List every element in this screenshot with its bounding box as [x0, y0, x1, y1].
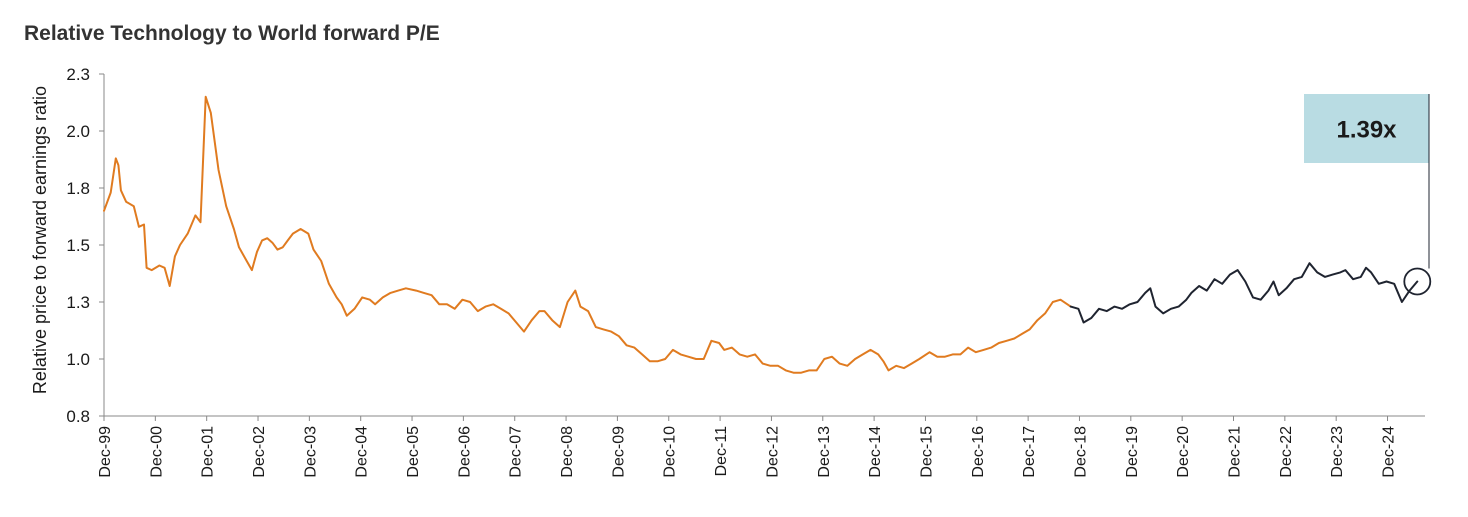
x-tick-label: Dec-00	[148, 426, 165, 478]
x-tick-label: Dec-08	[559, 426, 576, 478]
x-tick-label: Dec-03	[302, 426, 319, 478]
x-tick-label: Dec-07	[508, 426, 525, 478]
x-tick-label: Dec-17	[1021, 426, 1038, 478]
x-tick-label: Dec-15	[918, 426, 935, 478]
y-tick-label: 0.8	[66, 407, 90, 426]
series-line-2	[1069, 262, 1419, 324]
chart-title: Relative Technology to World forward P/E	[24, 22, 440, 45]
x-tick-label: Dec-04	[354, 426, 371, 478]
y-tick-labels: 0.8 1.0 1.3 1.5 1.8 2.0 2.3	[66, 65, 90, 426]
x-tick-label: Dec-21	[1226, 426, 1243, 478]
x-tick-label: Dec-20	[1175, 426, 1192, 478]
series-lines	[103, 95, 1419, 374]
x-tick-label: Dec-24	[1381, 426, 1398, 478]
x-tick-label: Dec-16	[970, 426, 987, 478]
y-tick-label: 2.3	[66, 65, 90, 84]
x-tick-label: Dec-06	[456, 426, 473, 478]
x-tick-label: Dec-09	[610, 426, 627, 478]
x-tick-label: Dec-13	[816, 426, 833, 478]
y-axis-label: Relative price to forward earnings ratio	[30, 86, 50, 394]
x-tick-label: Dec-05	[405, 426, 422, 478]
y-tick-label: 2.0	[66, 122, 90, 141]
callout-label: 1.39x	[1336, 117, 1397, 144]
x-tick-label: Dec-10	[662, 426, 679, 478]
y-tick-label: 1.0	[66, 350, 90, 369]
x-tick-label: Dec-11	[713, 426, 730, 476]
axes	[99, 73, 1425, 421]
x-tick-label: Dec-19	[1124, 426, 1141, 478]
y-tick-label: 1.8	[66, 179, 90, 198]
x-tick-label: Dec-01	[200, 426, 217, 478]
x-tick-label: Dec-02	[251, 426, 268, 478]
x-tick-label: Dec-14	[867, 426, 884, 478]
annotation: 1.39x	[1304, 94, 1432, 296]
callout-box	[1304, 94, 1429, 163]
callout-marker	[1403, 267, 1432, 296]
y-tick-label: 1.3	[66, 293, 90, 312]
y-tick-label: 1.5	[66, 236, 90, 255]
x-tick-label: Dec-22	[1278, 426, 1295, 478]
x-tick-label: Dec-23	[1329, 426, 1346, 478]
x-tick-label: Dec-18	[1072, 426, 1089, 478]
x-tick-labels: Dec-99 Dec-00 Dec-01 Dec-02 Dec-03 Dec-04 Dec-…	[97, 426, 1398, 478]
x-tick-label: Dec-12	[764, 426, 781, 478]
series-line-1	[103, 95, 1072, 374]
x-tick-label: Dec-99	[97, 426, 114, 478]
